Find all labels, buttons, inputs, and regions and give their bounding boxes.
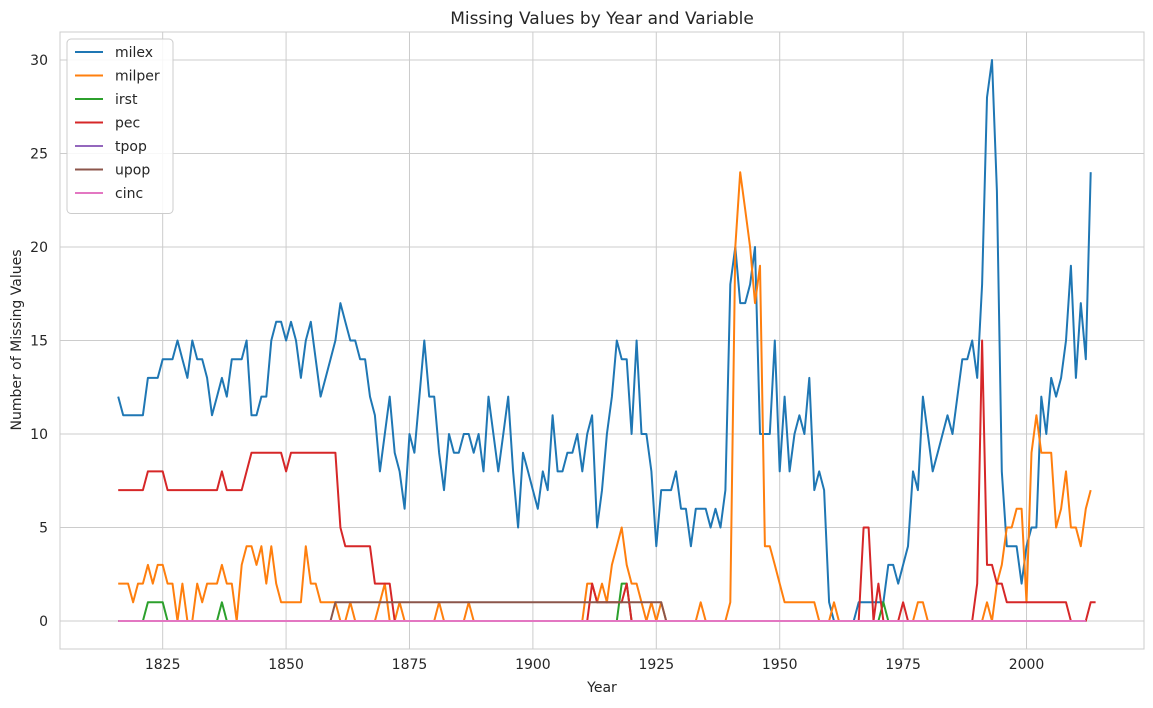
legend-label-tpop: tpop — [115, 139, 147, 155]
y-tick-label: 20 — [30, 240, 48, 256]
y-tick-label: 30 — [30, 53, 48, 69]
y-tick-label: 10 — [30, 427, 48, 443]
x-tick-label: 1850 — [268, 657, 304, 673]
legend: milex milper irst pec tpop upop cinc — [66, 38, 174, 214]
x-axis-label: Year — [586, 680, 617, 696]
legend-label-pec: pec — [115, 116, 140, 132]
x-tick-label: 1900 — [515, 657, 551, 673]
x-tick-label: 1825 — [145, 657, 181, 673]
series-line-milex — [117, 59, 1092, 622]
x-axis-ticks: 1825 1850 1875 1900 1925 1950 1975 2000 — [145, 657, 1044, 673]
x-tick-label: 1925 — [638, 657, 674, 673]
y-axis-ticks: 0 5 10 15 20 25 30 — [30, 53, 48, 630]
y-tick-label: 25 — [30, 147, 48, 163]
chart-title: Missing Values by Year and Variable — [450, 9, 754, 29]
x-tick-label: 2000 — [1009, 657, 1045, 673]
x-tick-label: 1875 — [392, 657, 428, 673]
series-lines — [117, 59, 1096, 622]
x-tick-label: 1975 — [885, 657, 921, 673]
y-tick-label: 0 — [39, 614, 48, 630]
legend-label-milex: milex — [115, 45, 153, 61]
y-tick-label: 15 — [30, 334, 48, 350]
legend-label-cinc: cinc — [115, 186, 143, 202]
legend-label-milper: milper — [115, 69, 160, 85]
legend-label-irst: irst — [115, 92, 138, 108]
legend-label-upop: upop — [115, 163, 150, 179]
y-axis-label: Number of Missing Values — [9, 249, 25, 430]
y-tick-label: 5 — [39, 520, 48, 536]
x-tick-label: 1950 — [762, 657, 798, 673]
